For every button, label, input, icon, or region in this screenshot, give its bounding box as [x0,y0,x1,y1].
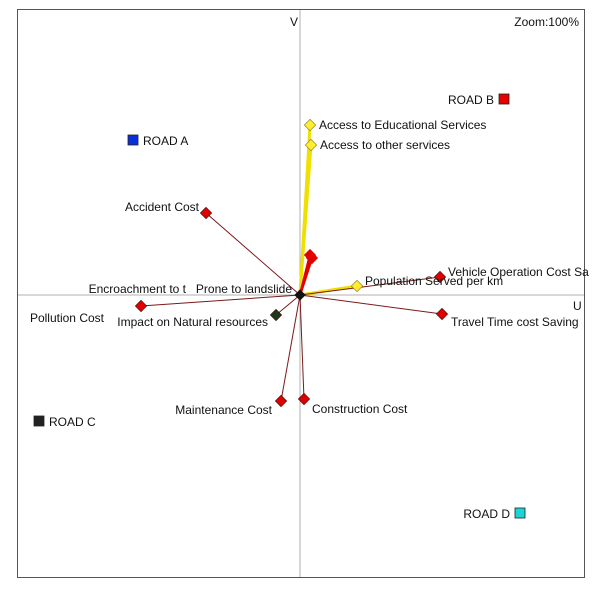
criterion-line-travel-time [299,294,443,315]
alternative-marker-road-a [127,134,139,146]
criterion-line-construction-cost [299,294,305,400]
alternative-label-road-a: ROAD A [143,134,188,148]
criterion-line-small-red-b [298,257,314,296]
criteria-lines [140,124,443,402]
alternative-label-road-d: ROAD D [463,507,510,521]
criterion-marker-access-other [304,138,318,152]
alternative-marker-road-c [33,415,45,427]
criterion-label-pollution-cost: Pollution Cost [30,311,105,325]
criterion-line-vehicle-operation [299,276,441,296]
criterion-label-travel-time: Travel Time cost Saving [451,315,579,329]
criterion-line-impact-natural [275,294,301,316]
criterion-label-population-served: Population Served per km [365,274,503,288]
criterion-marker-population-served [350,279,364,293]
zoom-label: Zoom:100% [514,15,579,29]
criterion-line-maintenance-cost [280,294,301,402]
alternatives-layer: ROAD A ROAD B ROAD C ROAD D [33,93,526,521]
criterion-label-access-educational: Access to Educational Services [319,118,486,132]
criterion-marker-pollution-cost [134,299,148,313]
criterion-label-impact-natural: Impact on Natural resources [117,315,268,329]
criterion-marker-vehicle-operation [433,270,447,284]
criterion-marker-construction-cost [297,392,311,406]
criterion-label-access-other: Access to other services [320,138,450,152]
criterion-line-access-other [298,144,313,296]
criterion-label-encroachment: Encroachment to t [89,282,187,296]
alternative-label-road-c: ROAD C [49,415,96,429]
criterion-label-prone-landslide: Prone to landslide [196,282,292,296]
v-axis-label: V [290,15,298,29]
criterion-marker-maintenance-cost [274,394,288,408]
alternative-marker-road-d [514,507,526,519]
criterion-label-maintenance-cost: Maintenance Cost [175,403,272,417]
alternative-marker-road-b [498,93,510,105]
criterion-line-pollution-cost [140,294,301,307]
criterion-label-vehicle-operation: Vehicle Operation Cost Sa [448,265,589,279]
alternative-label-road-b: ROAD B [448,93,494,107]
criteria-markers [134,118,449,408]
criterion-line-accident-cost [205,212,301,296]
criterion-label-accident-cost: Accident Cost [125,200,200,214]
u-axis-label: U [573,299,582,313]
criterion-marker-accident-cost [199,206,213,220]
criterion-marker-small-red-b [305,251,319,265]
criterion-marker-travel-time [435,307,449,321]
criterion-label-construction-cost: Construction Cost [312,402,408,416]
criterion-marker-impact-natural [269,308,283,322]
criterion-marker-access-educational [303,118,317,132]
criteria-labels: Access to Educational Services Access to … [30,118,589,417]
